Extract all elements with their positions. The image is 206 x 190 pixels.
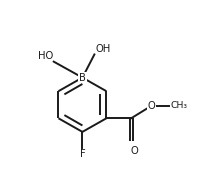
Text: CH₃: CH₃ (170, 101, 187, 110)
Text: OH: OH (95, 44, 110, 54)
Text: HO: HO (38, 51, 53, 61)
Text: F: F (80, 149, 85, 159)
Text: O: O (148, 101, 156, 111)
Text: B: B (79, 73, 86, 83)
Text: O: O (130, 146, 138, 156)
